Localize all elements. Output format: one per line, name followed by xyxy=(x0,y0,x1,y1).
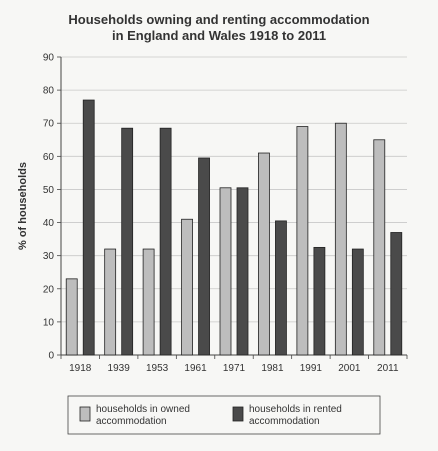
legend-swatch-rented xyxy=(232,406,244,422)
y-tick-label-60: 60 xyxy=(43,152,55,163)
x-tick-label-1991: 1991 xyxy=(300,363,323,374)
bar-rented-1981 xyxy=(275,220,287,356)
legend-label-rented-line-2: accommodation xyxy=(249,416,320,427)
bar-owned-1918 xyxy=(65,278,78,356)
x-tick-label-1953: 1953 xyxy=(146,363,169,374)
x-tick-label-1971: 1971 xyxy=(223,363,246,374)
y-tick-label-70: 70 xyxy=(43,119,55,130)
legend-swatch-owned xyxy=(79,406,91,422)
bar-rented-1991 xyxy=(313,246,326,356)
x-tick-label-1918: 1918 xyxy=(69,363,92,374)
y-axis-label: % of households xyxy=(17,162,29,250)
bar-owned-1971 xyxy=(219,187,232,356)
bar-rented-2001 xyxy=(351,248,364,356)
legend-label-owned-line-1: households in owned xyxy=(96,404,190,415)
bar-rented-1953 xyxy=(159,127,172,356)
y-tick-label-80: 80 xyxy=(43,86,55,97)
y-tick-label-90: 90 xyxy=(43,53,55,64)
y-tick-label-50: 50 xyxy=(43,185,55,196)
bar-owned-1939 xyxy=(104,248,117,356)
y-tick-label-10: 10 xyxy=(43,317,55,328)
bar-owned-1961 xyxy=(181,218,193,356)
chart-title-line-1: Households owning and renting accommodat… xyxy=(68,12,370,27)
y-tick-label-0: 0 xyxy=(48,351,54,362)
x-tick-label-1961: 1961 xyxy=(184,363,207,374)
x-tick-label-1939: 1939 xyxy=(108,363,131,374)
bar-rented-1918 xyxy=(82,99,95,356)
x-tick-label-1981: 1981 xyxy=(261,363,284,374)
y-tick-label-40: 40 xyxy=(43,218,55,229)
bar-rented-2011 xyxy=(390,232,403,356)
y-tick-label-30: 30 xyxy=(43,251,55,262)
x-tick-label-2001: 2001 xyxy=(338,363,361,374)
bar-owned-1953 xyxy=(142,248,155,356)
bar-owned-1991 xyxy=(296,126,309,356)
y-tick-label-20: 20 xyxy=(43,284,55,295)
legend-label-rented-line-1: households in rented xyxy=(249,404,342,415)
legend-label-owned-line-2: accommodation xyxy=(96,416,167,427)
bar-owned-2011 xyxy=(373,139,386,356)
legend-box xyxy=(67,395,381,435)
bar-rented-1961 xyxy=(198,157,210,356)
plot-area xyxy=(61,57,407,355)
bar-owned-1981 xyxy=(258,152,270,356)
bar-owned-2001 xyxy=(334,122,347,356)
x-tick-label-2011: 2011 xyxy=(377,363,399,374)
bar-rented-1971 xyxy=(236,187,249,356)
chart-title-line-2: in England and Wales 1918 to 2011 xyxy=(111,28,327,43)
bar-rented-1939 xyxy=(121,127,134,356)
